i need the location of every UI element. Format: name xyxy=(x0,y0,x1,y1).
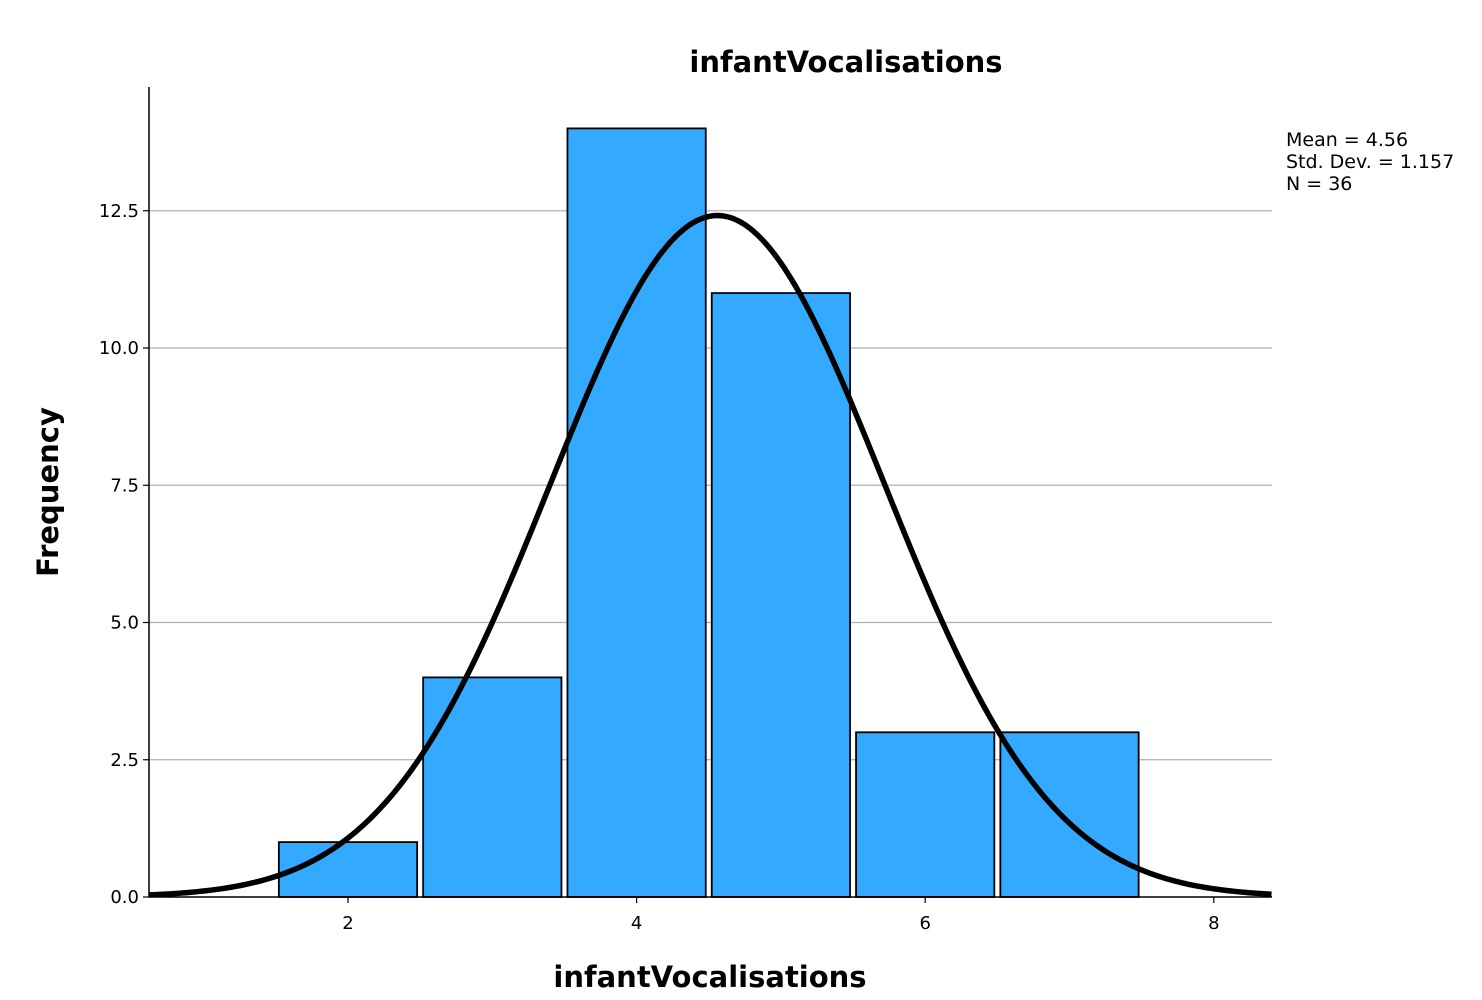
histogram-bars xyxy=(277,127,1140,898)
histogram-bar xyxy=(566,127,707,898)
histogram-bar xyxy=(710,292,851,898)
chart-title: infantVocalisations xyxy=(689,45,1002,79)
stats-box: Mean = 4.56 Std. Dev. = 1.157 N = 36 xyxy=(1286,129,1454,195)
x-tick-label: 6 xyxy=(919,913,930,934)
gridlines xyxy=(149,210,1272,761)
x-tick-label: 4 xyxy=(631,913,642,934)
histogram-bar xyxy=(999,731,1140,898)
x-axis-ticks: 2 4 6 8 xyxy=(342,897,1220,934)
histogram-bar xyxy=(855,731,996,898)
x-tick-label: 2 xyxy=(342,913,353,934)
x-axis-title: infantVocalisations xyxy=(553,960,866,994)
y-tick-label: 12.5 xyxy=(99,201,139,222)
histogram-bar xyxy=(422,676,563,898)
y-tick-label: 2.5 xyxy=(110,750,139,771)
y-tick-label: 10.0 xyxy=(99,338,139,359)
y-tick-label: 0.0 xyxy=(110,887,139,908)
x-tick-label: 8 xyxy=(1208,913,1219,934)
stat-n: N = 36 xyxy=(1286,173,1352,195)
y-tick-label: 5.0 xyxy=(110,613,139,634)
y-axis-ticks: 0.0 2.5 5.0 7.5 10.0 12.5 xyxy=(99,201,149,908)
stat-mean: Mean = 4.56 xyxy=(1286,129,1408,151)
normal-curve xyxy=(146,212,1272,898)
y-axis-title: Frequency xyxy=(31,407,65,577)
stat-std-dev: Std. Dev. = 1.157 xyxy=(1286,151,1454,173)
histogram-bar xyxy=(277,841,419,898)
y-tick-label: 7.5 xyxy=(110,475,139,496)
